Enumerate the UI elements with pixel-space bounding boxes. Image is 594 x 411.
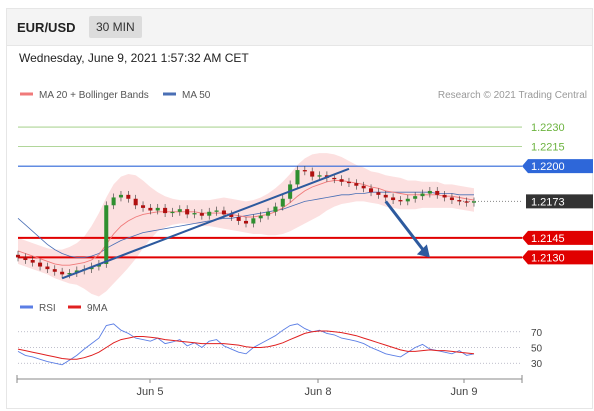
pivot-label: 1.2200 [531, 161, 565, 173]
candle-body [398, 200, 403, 202]
ma-bb-legend-label: MA 20 + Bollinger Bands [39, 90, 149, 101]
candle-body [192, 213, 197, 215]
support-tag [522, 250, 593, 265]
candle-body [52, 269, 57, 272]
support-label: 1.2145 [531, 233, 565, 245]
candle-body [332, 177, 337, 180]
candle-body [104, 205, 109, 264]
rsi-legend-label: RSI [39, 303, 56, 314]
candle-body [471, 201, 477, 203]
candle-body [236, 217, 241, 221]
candle-body [214, 210, 219, 212]
ma50-line [17, 191, 474, 258]
pivot-tag [522, 159, 593, 174]
candle-body [60, 271, 65, 275]
candle-body [295, 170, 300, 185]
support-label: 1.2130 [531, 252, 565, 264]
candle-body [170, 211, 175, 214]
candle-body [376, 192, 381, 195]
candle-body [339, 179, 344, 182]
candle-body [118, 194, 123, 198]
candle-body [45, 266, 50, 270]
candle-body [317, 175, 322, 177]
projection-arrow [384, 200, 428, 255]
candle-body [449, 197, 454, 201]
ma20-line [17, 180, 475, 266]
support-tag [522, 230, 593, 245]
research-credit: Research © 2021 Trading Central [438, 90, 587, 101]
rsi-tick-label: 30 [531, 359, 543, 370]
candle-body [435, 190, 440, 195]
candle-body [346, 181, 351, 184]
candle-body [280, 198, 285, 207]
last-price-tag [526, 194, 593, 209]
candle-body [207, 211, 212, 216]
candle-body [258, 215, 263, 219]
candle-body [464, 201, 469, 203]
resistance-label: 1.2215 [531, 142, 565, 154]
candle-body [361, 185, 366, 189]
candle-body [229, 214, 234, 218]
candle-body [155, 207, 160, 211]
candle-body [141, 205, 146, 208]
candle-body [302, 170, 307, 172]
rsi-ma-legend-label: 9MA [87, 303, 108, 314]
rsi-tick-label: 70 [531, 328, 543, 339]
candle-body [383, 194, 388, 198]
candle-body [185, 209, 190, 215]
candle-body [67, 273, 72, 275]
candle-body [405, 198, 410, 202]
rsi-tick-label: 50 [531, 344, 543, 355]
candle-body [148, 207, 153, 211]
candle-body [391, 197, 396, 201]
candle-body [273, 206, 278, 212]
candle-body [177, 209, 182, 212]
candle-body [30, 260, 35, 263]
datetime-label: Wednesday, June 9, 2021 1:57:32 AM CET [19, 51, 249, 65]
candle-body [111, 197, 116, 206]
candle-body [163, 207, 168, 214]
candle-body [266, 211, 271, 216]
rsi-ma-line [17, 330, 475, 360]
candle-body [442, 194, 447, 198]
resistance-label: 1.2230 [531, 122, 565, 134]
candle-body [199, 213, 204, 216]
timeframe-button[interactable]: 30 MIN [89, 16, 142, 38]
x-tick-label: Jun 9 [451, 386, 478, 398]
x-tick-label: Jun 8 [305, 386, 332, 398]
candle-body [420, 193, 425, 197]
candle-body [23, 257, 28, 261]
candle-body [427, 190, 432, 194]
candle-body [413, 196, 418, 199]
candle-body [221, 210, 226, 215]
candle-body [251, 218, 256, 224]
candle-body [15, 254, 21, 258]
candle-body [243, 220, 249, 224]
candle-body [457, 200, 462, 202]
trendline [61, 167, 350, 280]
candle-body [354, 183, 359, 186]
symbol-label: EUR/USD [17, 20, 76, 35]
candle-body [369, 188, 374, 193]
rsi-line [17, 323, 475, 366]
x-tick-label: Jun 5 [137, 386, 164, 398]
chart-header: EUR/USD 30 MIN [7, 9, 592, 46]
candle-body [310, 171, 315, 177]
candle-body [126, 194, 131, 199]
candle-body [38, 262, 43, 267]
projection-arrowhead [416, 244, 430, 258]
candle-body [133, 198, 138, 206]
last-price-label: 1.2173 [531, 196, 565, 208]
ma50-legend-label: MA 50 [182, 90, 211, 101]
